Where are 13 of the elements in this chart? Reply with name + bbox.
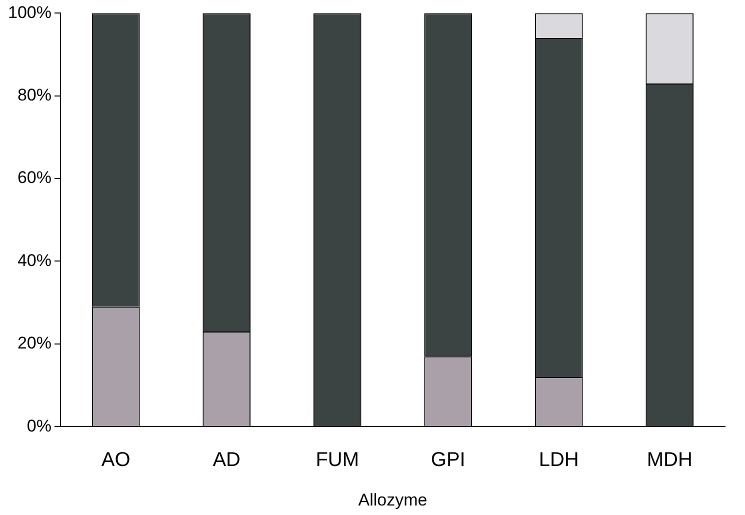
x-tick-label: GPI — [430, 449, 466, 472]
y-tick-label: 100% — [8, 2, 52, 22]
y-tick-label: 40% — [17, 250, 52, 270]
x-tick-label: LDH — [538, 449, 579, 472]
y-tick-label: 60% — [17, 168, 52, 188]
x-axis-title: Allozyme — [358, 490, 428, 510]
x-tick-label: FUM — [316, 449, 360, 472]
y-tick-label: 0% — [26, 416, 52, 436]
x-tick-label: MDH — [646, 449, 692, 472]
y-tick-label: 20% — [17, 334, 52, 353]
y-tick-label: 80% — [17, 86, 52, 105]
x-tick-label: AD — [212, 449, 241, 472]
x-tick-label: AO — [101, 449, 130, 472]
